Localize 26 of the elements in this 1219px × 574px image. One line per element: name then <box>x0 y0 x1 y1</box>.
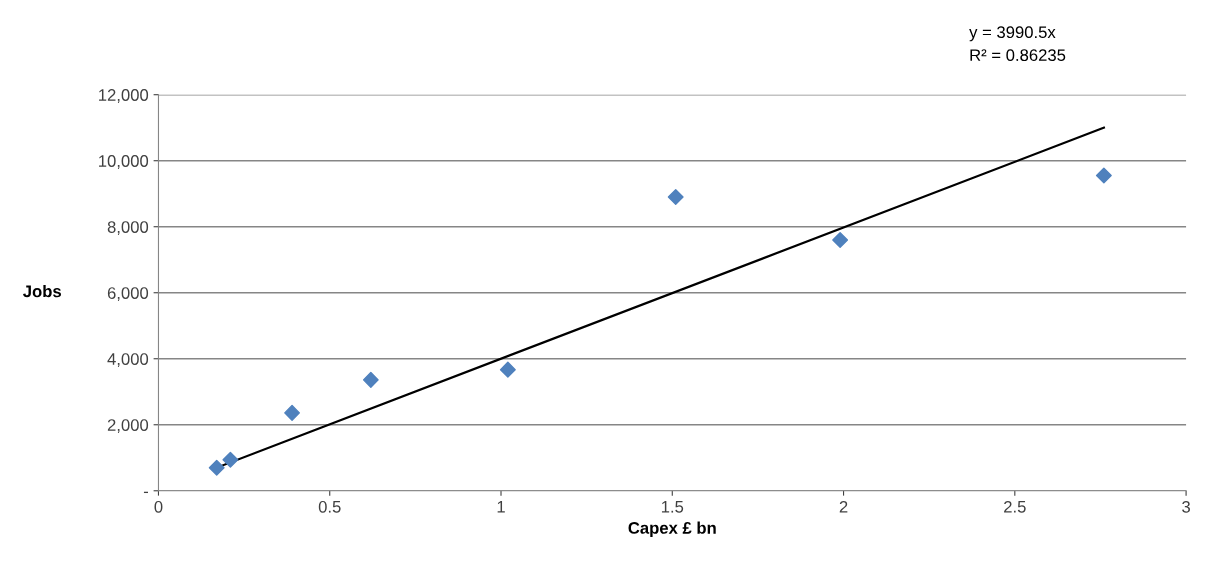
y-axis-title: Jobs <box>23 284 61 298</box>
y-tick-label: 6,000 <box>107 287 149 301</box>
y-tick-label: 8,000 <box>107 221 149 235</box>
text: R² = 0.86235 <box>970 49 1066 62</box>
y-tick-label: 10,000 <box>99 155 149 169</box>
point <box>832 231 849 248</box>
x-tick-label: 1 <box>497 501 505 513</box>
point <box>284 404 301 421</box>
x-tick-label: 2 <box>839 500 848 513</box>
point <box>208 459 225 476</box>
x-axis-title: Capex £ bn <box>628 521 716 538</box>
point <box>499 361 516 378</box>
y-tick-label: - <box>143 491 149 494</box>
x-tick-label: 0.5 <box>318 500 341 513</box>
y-tick-label: 2,000 <box>107 419 149 433</box>
x-tick-label: 3 <box>1182 500 1190 513</box>
text: y = 3990.5x <box>969 26 1056 42</box>
x-tick-label: 2.5 <box>1004 500 1026 513</box>
point <box>667 189 684 206</box>
point <box>222 451 239 468</box>
y-tick-label: 12,000 <box>99 89 149 103</box>
point <box>1095 167 1112 184</box>
x-tick-label: 0 <box>154 500 163 513</box>
y-tick-label: 4,000 <box>107 353 149 367</box>
point <box>362 371 379 388</box>
x-tick-label: 1.5 <box>661 501 684 513</box>
